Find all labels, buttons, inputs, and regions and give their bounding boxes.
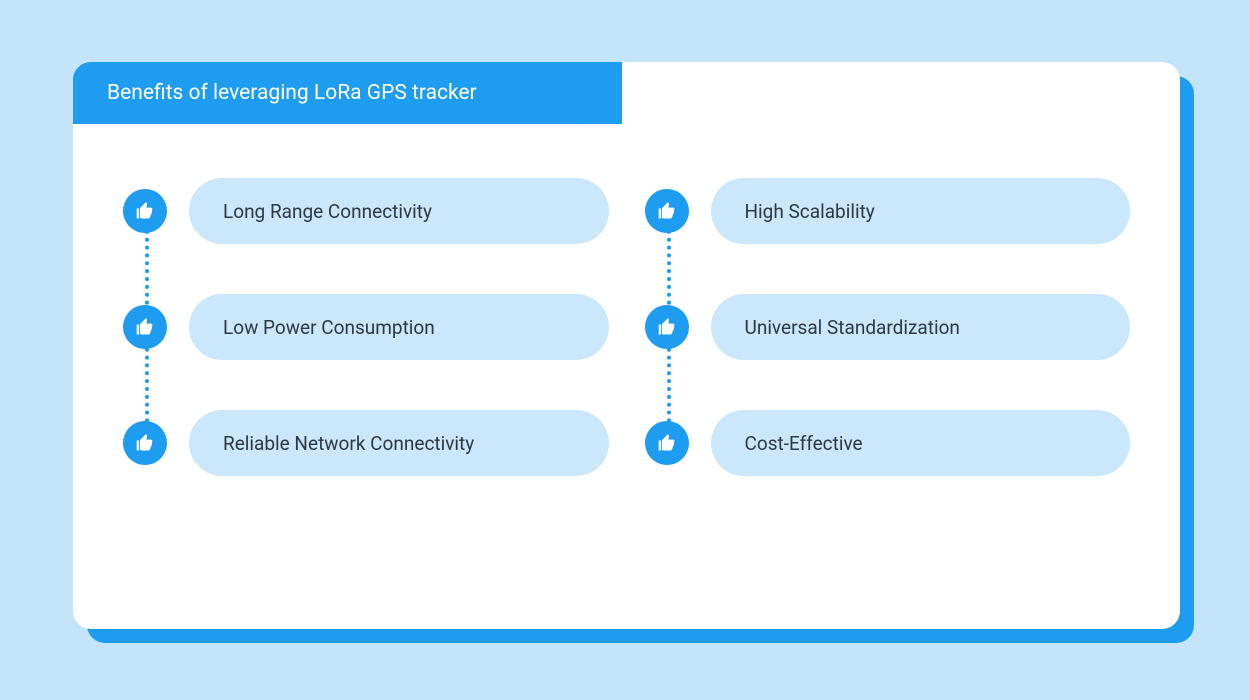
thumbs-up-icon (123, 421, 167, 465)
icon-wrap (123, 189, 167, 233)
infographic-card: Benefits of leveraging LoRa GPS tracker … (73, 62, 1180, 629)
benefit-label: Long Range Connectivity (189, 178, 609, 244)
benefit-item: Long Range Connectivity (123, 178, 609, 244)
benefit-item: Low Power Consumption (123, 294, 609, 360)
thumbs-up-icon (123, 305, 167, 349)
benefit-label: Low Power Consumption (189, 294, 609, 360)
icon-wrap (123, 421, 167, 465)
icon-wrap (645, 189, 689, 233)
infographic-title: Benefits of leveraging LoRa GPS tracker (73, 81, 477, 105)
icon-wrap (645, 421, 689, 465)
benefit-item: Reliable Network Connectivity (123, 410, 609, 476)
thumbs-up-icon (645, 421, 689, 465)
thumbs-up-icon (645, 189, 689, 233)
benefit-item: High Scalability (645, 178, 1131, 244)
icon-wrap (123, 305, 167, 349)
benefit-item: Cost-Effective (645, 410, 1131, 476)
icon-wrap (645, 305, 689, 349)
benefit-label: Reliable Network Connectivity (189, 410, 609, 476)
benefit-label: Cost-Effective (711, 410, 1131, 476)
benefits-column-left: Long Range Connectivity Low Power Consum… (123, 178, 609, 476)
benefit-item: Universal Standardization (645, 294, 1131, 360)
benefits-column-right: High Scalability Universal Standardizati… (645, 178, 1131, 476)
benefit-label: High Scalability (711, 178, 1131, 244)
thumbs-up-icon (123, 189, 167, 233)
content-area: Long Range Connectivity Low Power Consum… (73, 124, 1180, 516)
title-bar: Benefits of leveraging LoRa GPS tracker (73, 62, 1180, 124)
benefit-label: Universal Standardization (711, 294, 1131, 360)
thumbs-up-icon (645, 305, 689, 349)
